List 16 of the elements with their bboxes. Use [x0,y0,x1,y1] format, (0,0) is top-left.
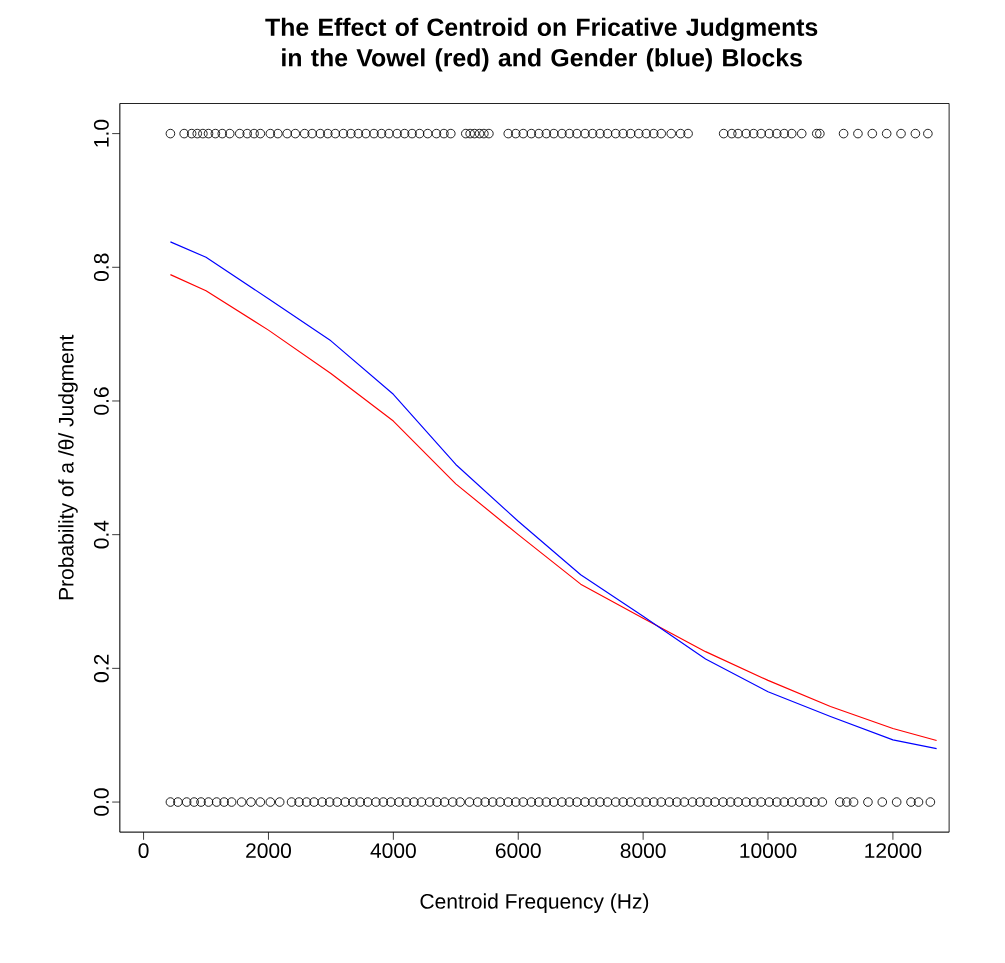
x-tick-label: 10000 [740,842,797,858]
chart-title: The Effect of Centroid on Fricative Judgments in the Vowel (red) and Gender (blue) Blocks [265,17,818,72]
y-tick-label: 1.0 [93,119,109,147]
x-tick-label: 12000 [865,842,922,858]
y-tick-label: 0.6 [93,387,109,415]
x-tick-label: 4000 [370,842,416,858]
x-tick-label: 6000 [495,842,541,858]
x-tick-label: 2000 [246,842,291,858]
y-tick-label: 0.2 [93,654,109,682]
x-axis-title: Centroid Frequency (Hz) [420,893,649,913]
y-axis-title: Probability of a /θ/ Judgment [58,334,78,600]
y-tick-label: 0.8 [93,253,109,281]
y-tick-label: 0.4 [93,520,109,549]
x-tick-label: 0 [138,842,149,858]
y-tick-label: 0.0 [93,788,109,816]
x-tick-label: 8000 [620,842,666,858]
